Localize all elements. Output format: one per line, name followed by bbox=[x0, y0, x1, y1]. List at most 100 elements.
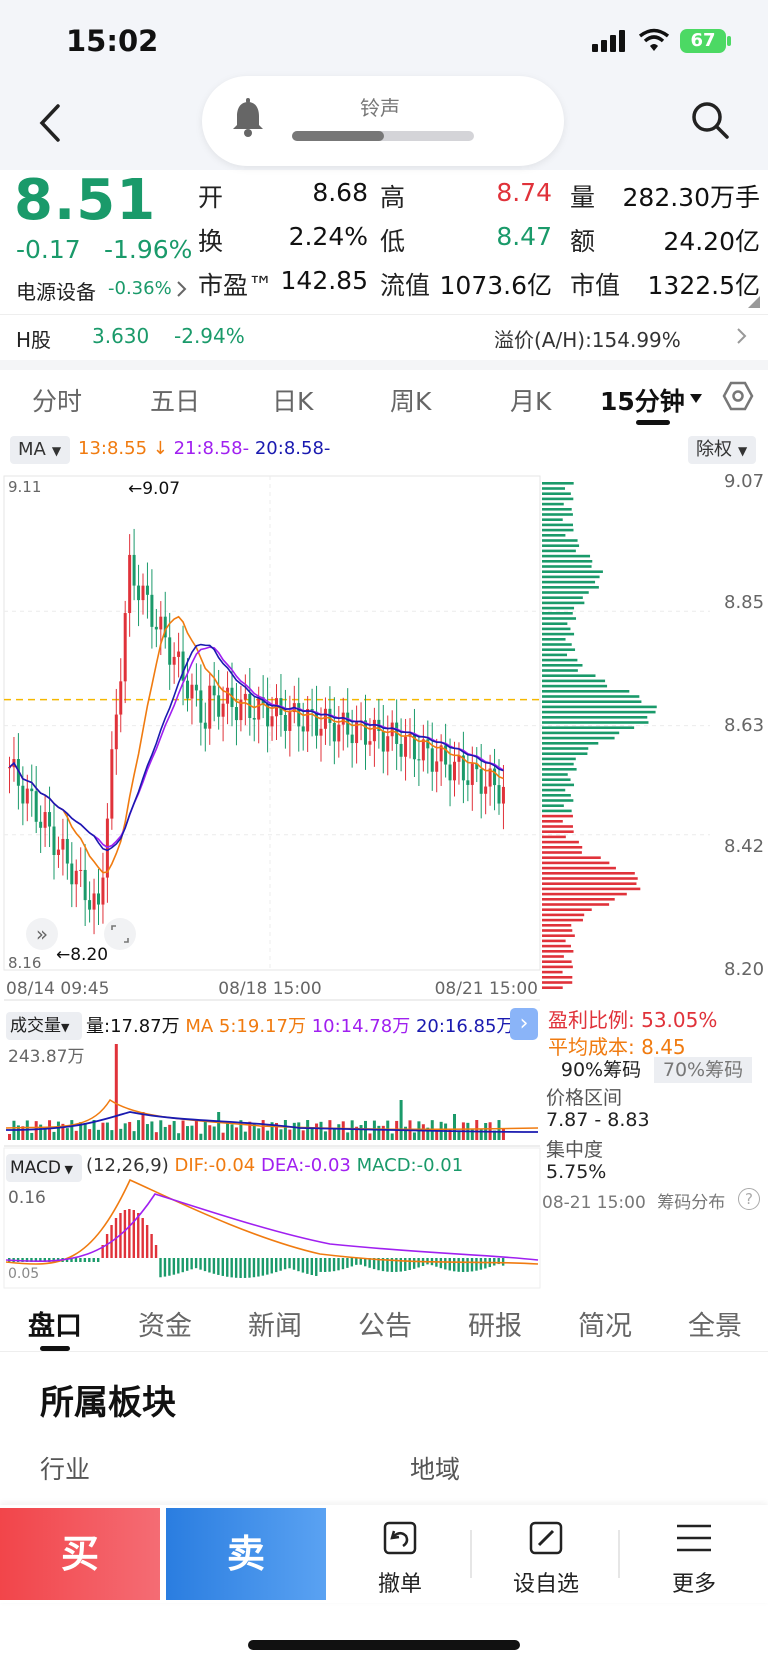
macd-bar bbox=[479, 1258, 483, 1270]
macd-bottom-label: 0.05 bbox=[8, 1266, 40, 1282]
volume-bar bbox=[359, 1125, 363, 1140]
cancel-order-button[interactable]: 撤单 bbox=[350, 1520, 450, 1598]
macd-bar bbox=[208, 1258, 211, 1273]
chip-bar bbox=[542, 783, 575, 787]
volume-bar bbox=[83, 1123, 87, 1140]
macd-bar bbox=[266, 1258, 269, 1275]
chip-bar bbox=[542, 898, 615, 901]
more-button[interactable]: 更多 bbox=[644, 1520, 744, 1598]
candle-body bbox=[306, 708, 310, 732]
search-icon[interactable] bbox=[690, 100, 730, 140]
chip-bar bbox=[542, 950, 574, 953]
chip-bar bbox=[542, 580, 596, 584]
kline-chart[interactable]: 9.07 8.85 8.63 8.42 8.20 9.11 8.16 ←9.07 ←8.20 08… bbox=[0, 470, 768, 1290]
chip-bar bbox=[542, 596, 583, 599]
volume-bar bbox=[101, 1122, 105, 1140]
profit-value: 53.05% bbox=[641, 1008, 718, 1032]
sector-name[interactable]: 电源设备 bbox=[16, 280, 96, 304]
settings-hexagon-icon[interactable] bbox=[722, 380, 754, 412]
chip-70-button[interactable]: 70%筹码 bbox=[654, 1057, 752, 1083]
volume-bar bbox=[412, 1132, 416, 1140]
candle-body bbox=[484, 786, 488, 794]
candle-body bbox=[168, 637, 172, 665]
volume-bar bbox=[404, 1126, 408, 1140]
back-icon[interactable] bbox=[34, 100, 74, 146]
sector-pct[interactable]: -0.36% bbox=[108, 278, 172, 299]
candle-body bbox=[337, 724, 341, 742]
fq-selector[interactable]: 除权 ▼ bbox=[688, 436, 756, 464]
dropdown-arrow-icon[interactable] bbox=[690, 394, 702, 404]
tab-overview[interactable]: 全景 bbox=[688, 1311, 742, 1342]
tab-daily-k[interactable]: 日K bbox=[272, 387, 314, 416]
bell-icon[interactable] bbox=[230, 98, 266, 138]
help-icon[interactable]: ? bbox=[738, 1188, 760, 1210]
macd-bar bbox=[74, 1258, 78, 1262]
candle-body bbox=[110, 749, 114, 819]
ma13-line bbox=[8, 615, 504, 874]
sector-chevron-icon[interactable] bbox=[176, 279, 188, 299]
tab-intraday[interactable]: 分时 bbox=[32, 387, 83, 416]
chip-bar bbox=[542, 794, 571, 797]
add-watchlist-button[interactable]: 设自选 bbox=[496, 1520, 596, 1598]
macd-bar bbox=[137, 1213, 140, 1258]
chip-bar bbox=[542, 736, 615, 740]
tab-weekly-k[interactable]: 周K bbox=[390, 387, 432, 416]
chip-90-button[interactable]: 90%筹码 bbox=[560, 1059, 642, 1081]
candle-body bbox=[114, 714, 118, 750]
tab-five-day[interactable]: 五日 bbox=[150, 387, 201, 416]
tab-news[interactable]: 新闻 bbox=[248, 1311, 302, 1342]
macd-bar bbox=[439, 1258, 443, 1269]
chip-bar bbox=[542, 643, 572, 646]
chip-bar bbox=[542, 856, 601, 859]
chip-bar bbox=[542, 830, 574, 833]
candle-body bbox=[83, 869, 87, 901]
candle-body bbox=[163, 616, 167, 638]
chip-bar bbox=[542, 944, 571, 948]
tab-research[interactable]: 研报 bbox=[468, 1311, 522, 1342]
chip-bar bbox=[542, 872, 635, 875]
ma-selector[interactable]: MA ▼ bbox=[10, 436, 70, 464]
ringtone-slider-fill[interactable] bbox=[292, 131, 384, 141]
candle-body bbox=[208, 685, 212, 729]
macd-frame bbox=[3, 1147, 541, 1289]
macd-bar bbox=[399, 1258, 402, 1272]
expand-chip-button[interactable]: › bbox=[510, 1008, 538, 1040]
macd-bar bbox=[243, 1258, 247, 1278]
h-share-row[interactable] bbox=[0, 314, 768, 360]
volume-bar bbox=[194, 1120, 198, 1140]
candle-body bbox=[475, 763, 479, 770]
tab-orderbook[interactable]: 盘口 bbox=[28, 1311, 82, 1342]
divider bbox=[618, 1530, 620, 1578]
buy-button[interactable]: 买 bbox=[0, 1508, 160, 1600]
tab-profile[interactable]: 简况 bbox=[578, 1311, 632, 1342]
tab-15min[interactable]: 15分钟 bbox=[600, 387, 685, 416]
tab-monthly-k[interactable]: 月K bbox=[510, 387, 552, 416]
volume-bar bbox=[208, 1125, 212, 1140]
dea-line bbox=[5, 1193, 539, 1262]
sell-button[interactable]: 卖 bbox=[166, 1508, 326, 1600]
chip-bar bbox=[542, 918, 583, 922]
vol-ma10: 10:14.78万 bbox=[311, 1016, 411, 1037]
volume-bar bbox=[168, 1124, 172, 1140]
volume-bar bbox=[154, 1132, 158, 1140]
macd-bar bbox=[248, 1258, 251, 1278]
volume-bar bbox=[426, 1127, 430, 1140]
macd-bar bbox=[79, 1258, 82, 1262]
tab-funds[interactable]: 资金 bbox=[138, 1311, 192, 1342]
macd-bar bbox=[141, 1218, 144, 1258]
h-share-chevron-icon[interactable] bbox=[736, 326, 748, 346]
macd-selector[interactable]: MACD ▼ bbox=[6, 1154, 82, 1182]
ringtone-panel[interactable] bbox=[202, 76, 564, 166]
macd-bar bbox=[154, 1245, 158, 1258]
volume-bar bbox=[377, 1125, 381, 1140]
ma20-line bbox=[8, 643, 504, 852]
tab-announcements[interactable]: 公告 bbox=[358, 1311, 412, 1342]
candle-body bbox=[453, 761, 456, 781]
volume-selector[interactable]: 成交量▼ bbox=[6, 1012, 82, 1040]
candle-body bbox=[203, 722, 207, 729]
chip-dist-label: 筹码分布 bbox=[657, 1193, 726, 1213]
candle-body bbox=[417, 759, 421, 761]
macd-bar bbox=[386, 1258, 389, 1272]
volume-bar bbox=[368, 1133, 372, 1140]
macd-bar bbox=[395, 1258, 398, 1272]
